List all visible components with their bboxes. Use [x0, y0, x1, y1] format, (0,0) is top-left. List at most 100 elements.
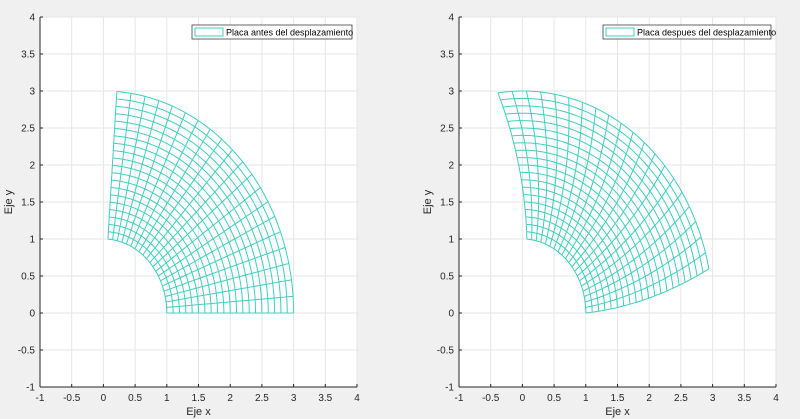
y-tick-label: 3.5 [21, 50, 35, 61]
mesh-radial-line [125, 105, 173, 245]
mesh-radial-line [165, 262, 289, 297]
legend-box [602, 24, 772, 40]
legend-swatch [605, 27, 635, 37]
y-tick-label: 1 [448, 235, 454, 246]
mesh-radial-line [121, 100, 160, 243]
mesh-radial-line [166, 295, 294, 308]
y-tick-label: 4 [29, 13, 35, 24]
mesh-radial-line [146, 149, 233, 259]
mesh-radial-line [155, 187, 261, 272]
legend[interactable]: Placa antes del desplazamiento [191, 24, 353, 40]
axes-2: -1 -0.5 0 0.5 1 1.5 2 2.5 3 3.5 4 -1 -0.5 0 0.5 1 1.5 2 2.… [422, 13, 779, 419]
mesh-radial-line [584, 236, 702, 303]
mesh-radial-line [574, 153, 656, 272]
mesh-radial-line [585, 252, 706, 308]
axes-1: -1 -0.5 0 0.5 1 1.5 2 2.5 3 3.5 4 -1 -0.5 0 0.5 1 1.5 2 2.… [3, 13, 360, 419]
y-tick-label: 4 [448, 13, 454, 24]
y-axis-label: Eje y [3, 189, 15, 214]
x-axis-label: Eje x [605, 406, 630, 418]
y-tick-label: 2.5 [440, 124, 454, 135]
legend-swatch [194, 27, 224, 37]
mesh-radial-line [525, 90, 540, 241]
x-tick-label: -1 [36, 393, 45, 404]
plate-mesh [497, 90, 710, 314]
mesh-radial-line [553, 102, 583, 249]
x-tick-label: 1 [164, 393, 170, 404]
mesh-radial-line [540, 91, 548, 243]
mesh-radial-line [549, 97, 570, 247]
mesh-radial-line [581, 191, 683, 287]
mesh-radial-line [163, 246, 286, 292]
y-tick-label: 0.5 [21, 272, 35, 283]
y-tick-label: -0.5 [437, 346, 455, 357]
y-axis-label: Eje y [422, 189, 434, 214]
legend-label: Placa antes del desplazamiento [226, 28, 353, 38]
mesh-radial-line [571, 142, 645, 268]
mesh-radial-line [166, 279, 292, 303]
x-tick-label: -0.5 [482, 393, 500, 404]
x-tick-label: 2.5 [255, 393, 269, 404]
mesh-radial-line [138, 128, 211, 253]
mesh-radial-line [112, 93, 132, 240]
x-tick-label: 2.5 [674, 393, 688, 404]
mesh-radial-line [152, 173, 253, 268]
y-tick-label: 0.5 [440, 272, 454, 283]
mesh-radial-line [544, 94, 558, 245]
mesh-radial-line [157, 201, 269, 277]
mesh-radial-line [107, 91, 118, 240]
y-tick-label: 3 [29, 87, 35, 98]
mesh-radial-line [134, 120, 199, 250]
y-tick-label: -1 [26, 383, 35, 394]
x-tick-label: 4 [773, 393, 779, 404]
y-tick-label: 1.5 [440, 198, 454, 209]
x-tick-label: 0.5 [128, 393, 142, 404]
mesh-radial-line [130, 112, 186, 247]
mesh-radial-line [116, 96, 146, 241]
mesh-radial-line [579, 178, 675, 282]
mesh-radial-line [582, 206, 690, 292]
y-tick-label: 1.5 [21, 198, 35, 209]
mesh-radial-line [561, 115, 610, 256]
mesh-radial-line [160, 216, 275, 282]
mesh-radial-line [497, 92, 528, 240]
legend[interactable]: Placa despues del desplazamiento [602, 24, 776, 40]
x-tick-label: -1 [455, 393, 464, 404]
x-tick-label: 2 [227, 393, 233, 404]
x-tick-label: 1.5 [192, 393, 206, 404]
y-tick-label: 1 [29, 235, 35, 246]
legend-label: Placa despues del desplazamiento [637, 28, 776, 38]
mesh-radial-line [149, 161, 243, 263]
y-tick-label: 3 [448, 87, 454, 98]
x-tick-label: 0 [520, 393, 526, 404]
x-tick-label: 0 [101, 393, 107, 404]
y-tick-label: -0.5 [18, 346, 36, 357]
y-tick-label: -1 [445, 383, 454, 394]
x-tick-label: 3 [291, 393, 297, 404]
x-tick-label: 3.5 [318, 393, 332, 404]
mesh-radial-line [568, 132, 634, 263]
x-tick-label: 0.5 [547, 393, 561, 404]
x-tick-label: 3 [710, 393, 716, 404]
x-tick-label: 3.5 [737, 393, 751, 404]
x-tick-label: -0.5 [63, 393, 81, 404]
y-tick-label: 2 [448, 161, 454, 172]
x-tick-label: 4 [354, 393, 360, 404]
y-tick-label: 3.5 [440, 50, 454, 61]
x-tick-label: 1.5 [611, 393, 625, 404]
y-tick-label: 0 [448, 309, 454, 320]
mesh-radial-line [162, 231, 281, 287]
mesh-radial-line [557, 108, 597, 252]
y-tick-label: 2 [29, 161, 35, 172]
plate-mesh [107, 91, 295, 314]
mesh-radial-line [585, 268, 710, 314]
mesh-radial-line [584, 221, 697, 297]
x-tick-label: 1 [583, 393, 589, 404]
x-axis-label: Eje x [186, 406, 211, 418]
mesh-radial-line [576, 165, 666, 277]
mesh-radial-line [142, 138, 223, 256]
mesh-radial-line [564, 123, 622, 259]
x-tick-label: 2 [646, 393, 652, 404]
y-tick-label: 0 [29, 309, 35, 320]
mesh-radial-line [511, 91, 533, 240]
